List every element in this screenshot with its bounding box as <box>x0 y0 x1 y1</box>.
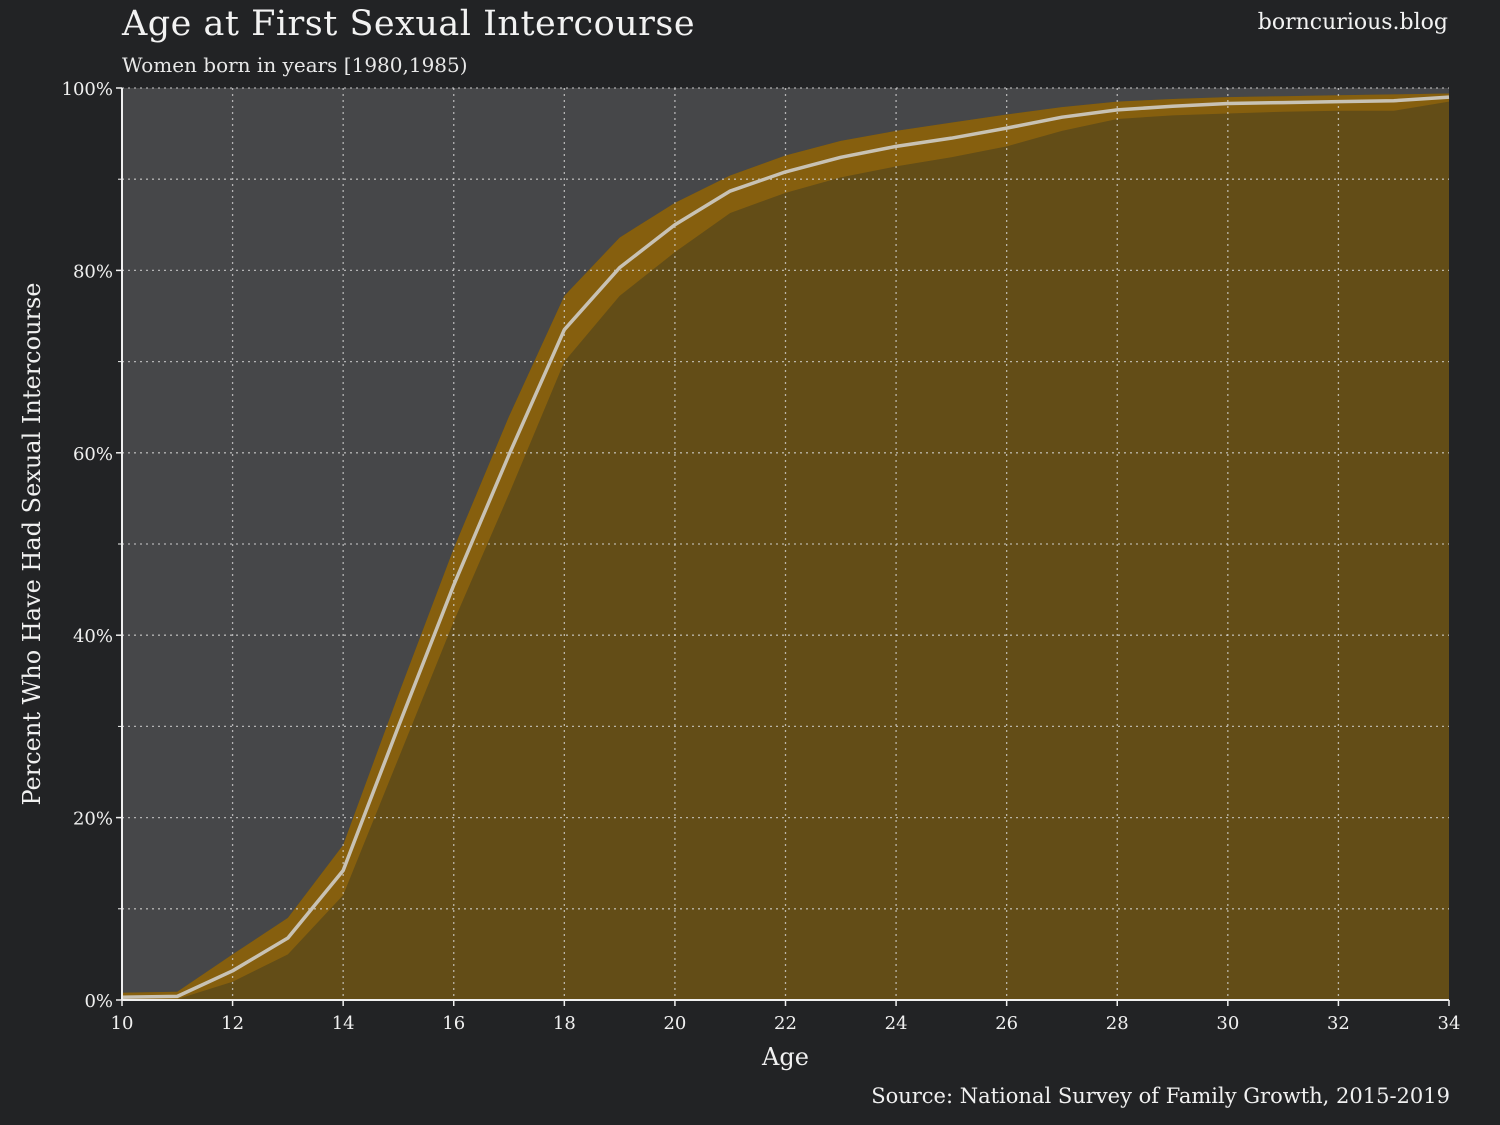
y-tick-label: 80% <box>73 261 113 282</box>
y-tick-label: 40% <box>73 626 113 647</box>
y-axis-label: Percent Who Have Had Sexual Intercourse <box>18 282 46 805</box>
chart-subtitle: Women born in years [1980,1985) <box>122 53 468 77</box>
site-credit[interactable]: borncurious.blog <box>1257 10 1448 35</box>
x-tick-label: 18 <box>553 1013 576 1034</box>
x-axis-label: Age <box>761 1043 809 1071</box>
chart-title: Age at First Sexual Intercourse <box>122 4 696 44</box>
axis-layer: 10 12 14 16 18 20 22 24 26 28 30 32 34 0% 20% 40% 60% 80%… <box>62 79 1461 1034</box>
x-tick-label: 16 <box>442 1013 465 1034</box>
y-tick-label: 0% <box>84 991 113 1012</box>
y-tick-label: 100% <box>62 79 113 100</box>
x-tick-label: 10 <box>111 1013 134 1034</box>
x-tick-label: 34 <box>1438 1013 1461 1034</box>
grid-layer <box>122 87 1449 1000</box>
y-tick-label: 60% <box>73 444 113 465</box>
x-tick-label: 32 <box>1327 1013 1350 1034</box>
source-note: Source: National Survey of Family Growth… <box>871 1084 1450 1108</box>
x-tick-label: 30 <box>1216 1013 1239 1034</box>
x-tick-label: 12 <box>221 1013 244 1034</box>
x-tick-label: 24 <box>885 1013 908 1034</box>
y-tick-label: 20% <box>73 809 113 830</box>
x-tick-label: 28 <box>1106 1013 1129 1034</box>
series-line <box>121 95 1450 1000</box>
line-layer <box>121 95 1450 1000</box>
x-tick-label: 22 <box>774 1013 797 1034</box>
x-tick-label: 26 <box>995 1013 1018 1034</box>
x-tick-label: 20 <box>663 1013 686 1034</box>
x-tick-label: 14 <box>332 1013 355 1034</box>
